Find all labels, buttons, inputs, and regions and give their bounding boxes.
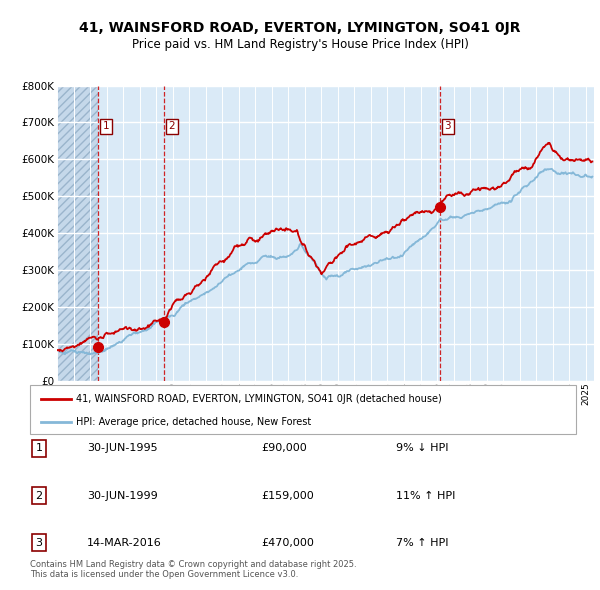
Text: 11% ↑ HPI: 11% ↑ HPI bbox=[396, 491, 455, 500]
Text: 1: 1 bbox=[103, 121, 109, 131]
Text: Contains HM Land Registry data © Crown copyright and database right 2025.
This d: Contains HM Land Registry data © Crown c… bbox=[30, 560, 356, 579]
Text: £90,000: £90,000 bbox=[261, 444, 307, 453]
Text: 41, WAINSFORD ROAD, EVERTON, LYMINGTON, SO41 0JR: 41, WAINSFORD ROAD, EVERTON, LYMINGTON, … bbox=[79, 21, 521, 35]
Text: 9% ↓ HPI: 9% ↓ HPI bbox=[396, 444, 449, 453]
Text: £159,000: £159,000 bbox=[261, 491, 314, 500]
Text: 30-JUN-1999: 30-JUN-1999 bbox=[87, 491, 158, 500]
Text: 14-MAR-2016: 14-MAR-2016 bbox=[87, 538, 162, 548]
Text: 2: 2 bbox=[169, 121, 175, 131]
Text: 3: 3 bbox=[445, 121, 451, 131]
Text: 30-JUN-1995: 30-JUN-1995 bbox=[87, 444, 158, 453]
Text: 1: 1 bbox=[35, 444, 43, 453]
Text: 7% ↑ HPI: 7% ↑ HPI bbox=[396, 538, 449, 548]
Text: 41, WAINSFORD ROAD, EVERTON, LYMINGTON, SO41 0JR (detached house): 41, WAINSFORD ROAD, EVERTON, LYMINGTON, … bbox=[76, 394, 442, 404]
Text: 2: 2 bbox=[35, 491, 43, 500]
Bar bbox=[57, 86, 98, 381]
Text: £470,000: £470,000 bbox=[261, 538, 314, 548]
Text: HPI: Average price, detached house, New Forest: HPI: Average price, detached house, New … bbox=[76, 417, 311, 427]
Text: Price paid vs. HM Land Registry's House Price Index (HPI): Price paid vs. HM Land Registry's House … bbox=[131, 38, 469, 51]
FancyBboxPatch shape bbox=[30, 385, 576, 434]
Text: 3: 3 bbox=[35, 538, 43, 548]
